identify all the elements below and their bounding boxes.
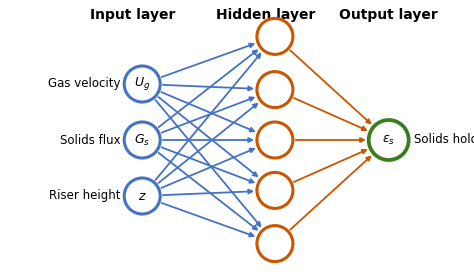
Text: Solids holdup: Solids holdup — [414, 134, 474, 146]
Text: $G_s$: $G_s$ — [134, 132, 150, 148]
Circle shape — [369, 120, 409, 160]
Circle shape — [124, 122, 160, 158]
Circle shape — [257, 18, 293, 54]
Text: Input layer: Input layer — [90, 8, 175, 22]
Text: Solids flux: Solids flux — [60, 134, 120, 146]
Text: Gas velocity: Gas velocity — [48, 78, 120, 90]
Text: $z$: $z$ — [138, 190, 146, 202]
Circle shape — [257, 122, 293, 158]
Circle shape — [124, 66, 160, 102]
Circle shape — [257, 172, 293, 208]
Text: $U_g$: $U_g$ — [134, 76, 150, 92]
Text: Hidden layer: Hidden layer — [216, 8, 315, 22]
Text: Riser height: Riser height — [49, 190, 120, 202]
Text: Output layer: Output layer — [339, 8, 438, 22]
Circle shape — [257, 226, 293, 262]
Circle shape — [124, 178, 160, 214]
Circle shape — [257, 72, 293, 108]
Text: $\varepsilon_s$: $\varepsilon_s$ — [382, 134, 395, 146]
